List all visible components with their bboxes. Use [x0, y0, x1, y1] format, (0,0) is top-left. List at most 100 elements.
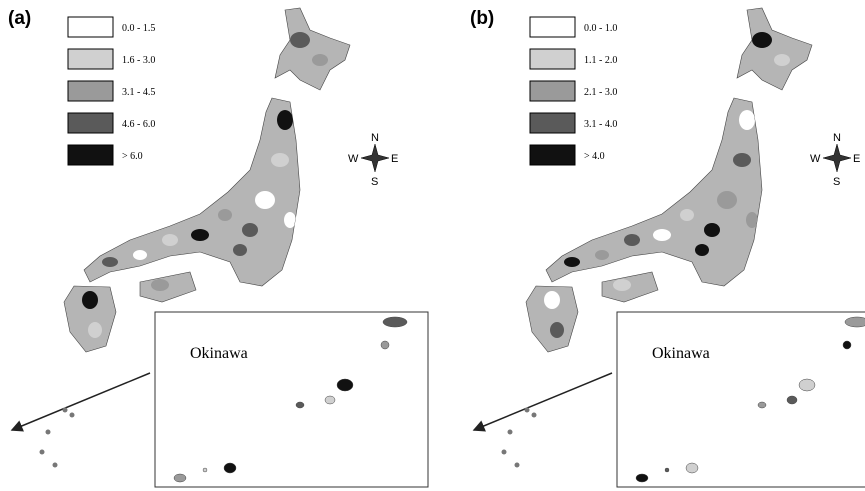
small-island	[53, 463, 58, 468]
figure: (a) 0.0 - 1.5 1.6 - 3.0 3.1 - 4.5 4.6 - 6.0 >…	[0, 0, 865, 491]
inset-island	[799, 379, 815, 391]
legend-swatch	[530, 17, 575, 37]
legend-label: 3.1 - 4.5	[122, 87, 155, 98]
compass-e: E	[853, 153, 860, 165]
small-island	[40, 450, 45, 455]
region	[752, 32, 772, 48]
inset-island	[383, 317, 407, 327]
inset-island	[845, 317, 865, 327]
region	[233, 244, 247, 256]
region	[151, 279, 169, 291]
region	[271, 153, 289, 167]
region	[774, 54, 790, 66]
compass-s: S	[371, 176, 378, 188]
compass-e: E	[391, 153, 398, 165]
inset-island	[337, 379, 353, 391]
small-island	[502, 450, 507, 455]
inset-island	[787, 396, 797, 404]
inset-island	[636, 474, 648, 482]
region	[733, 153, 751, 167]
inset-island	[381, 341, 389, 349]
region	[242, 223, 258, 237]
inset-island	[224, 463, 236, 473]
small-island	[508, 430, 513, 435]
region	[312, 54, 328, 66]
legend-label: 1.1 - 2.0	[584, 55, 617, 66]
compass-star	[823, 144, 851, 172]
region	[218, 209, 232, 221]
panel: (b) 0.0 - 1.0 1.1 - 2.0 2.1 - 3.0 3.1 - 4.0 >…	[470, 8, 865, 487]
panel: (a) 0.0 - 1.5 1.6 - 3.0 3.1 - 4.5 4.6 - 6.0 >…	[8, 8, 428, 487]
region	[102, 257, 118, 267]
legend-swatch	[68, 145, 113, 165]
legend-label: 0.0 - 1.5	[122, 23, 155, 34]
inset-island	[174, 474, 186, 482]
legend-swatch	[68, 81, 113, 101]
legend-label: 4.6 - 6.0	[122, 119, 155, 130]
region	[595, 250, 609, 260]
region	[653, 229, 671, 241]
region	[746, 212, 758, 228]
inset-label: Okinawa	[190, 345, 248, 362]
small-island	[515, 463, 520, 468]
region	[284, 212, 296, 228]
inset-frame	[155, 312, 428, 487]
compass-w: W	[348, 153, 359, 165]
region	[739, 110, 755, 130]
inset-island	[843, 341, 851, 349]
legend-label: > 6.0	[122, 151, 143, 162]
region	[88, 322, 102, 338]
legend-label: 2.1 - 3.0	[584, 87, 617, 98]
small-island	[46, 430, 51, 435]
region	[550, 322, 564, 338]
region	[191, 229, 209, 241]
inset-label: Okinawa	[652, 345, 710, 362]
region	[544, 291, 560, 309]
region	[564, 257, 580, 267]
inset-island	[758, 402, 766, 408]
region	[82, 291, 98, 309]
region	[133, 250, 147, 260]
compass-n: N	[371, 132, 379, 144]
region	[717, 191, 737, 209]
compass-s: S	[833, 176, 840, 188]
legend-label: > 4.0	[584, 151, 605, 162]
island	[737, 8, 812, 90]
island	[275, 8, 350, 90]
region	[613, 279, 631, 291]
region	[255, 191, 275, 209]
legend-swatch	[68, 113, 113, 133]
compass-n: N	[833, 132, 841, 144]
small-island	[532, 413, 537, 418]
inset-island	[203, 468, 207, 472]
region	[277, 110, 293, 130]
legend-swatch	[530, 145, 575, 165]
inset-island	[686, 463, 698, 473]
legend-swatch	[530, 113, 575, 133]
compass-w: W	[810, 153, 821, 165]
inset-island	[665, 468, 669, 472]
region	[680, 209, 694, 221]
region	[162, 234, 178, 246]
legend-swatch	[530, 81, 575, 101]
legend-label: 1.6 - 3.0	[122, 55, 155, 66]
panel-label: (b)	[470, 8, 494, 29]
legend-swatch	[530, 49, 575, 69]
inset-frame	[617, 312, 865, 487]
region	[290, 32, 310, 48]
legend-label: 0.0 - 1.0	[584, 23, 617, 34]
pointer-arrow	[12, 373, 150, 430]
compass-star	[361, 144, 389, 172]
inset-island	[296, 402, 304, 408]
small-island	[63, 408, 68, 413]
small-island	[70, 413, 75, 418]
legend-label: 3.1 - 4.0	[584, 119, 617, 130]
region	[695, 244, 709, 256]
inset-island	[325, 396, 335, 404]
pointer-arrow	[474, 373, 612, 430]
legend-swatch	[68, 17, 113, 37]
region	[704, 223, 720, 237]
panel-label: (a)	[8, 8, 31, 29]
small-island	[525, 408, 530, 413]
legend-swatch	[68, 49, 113, 69]
